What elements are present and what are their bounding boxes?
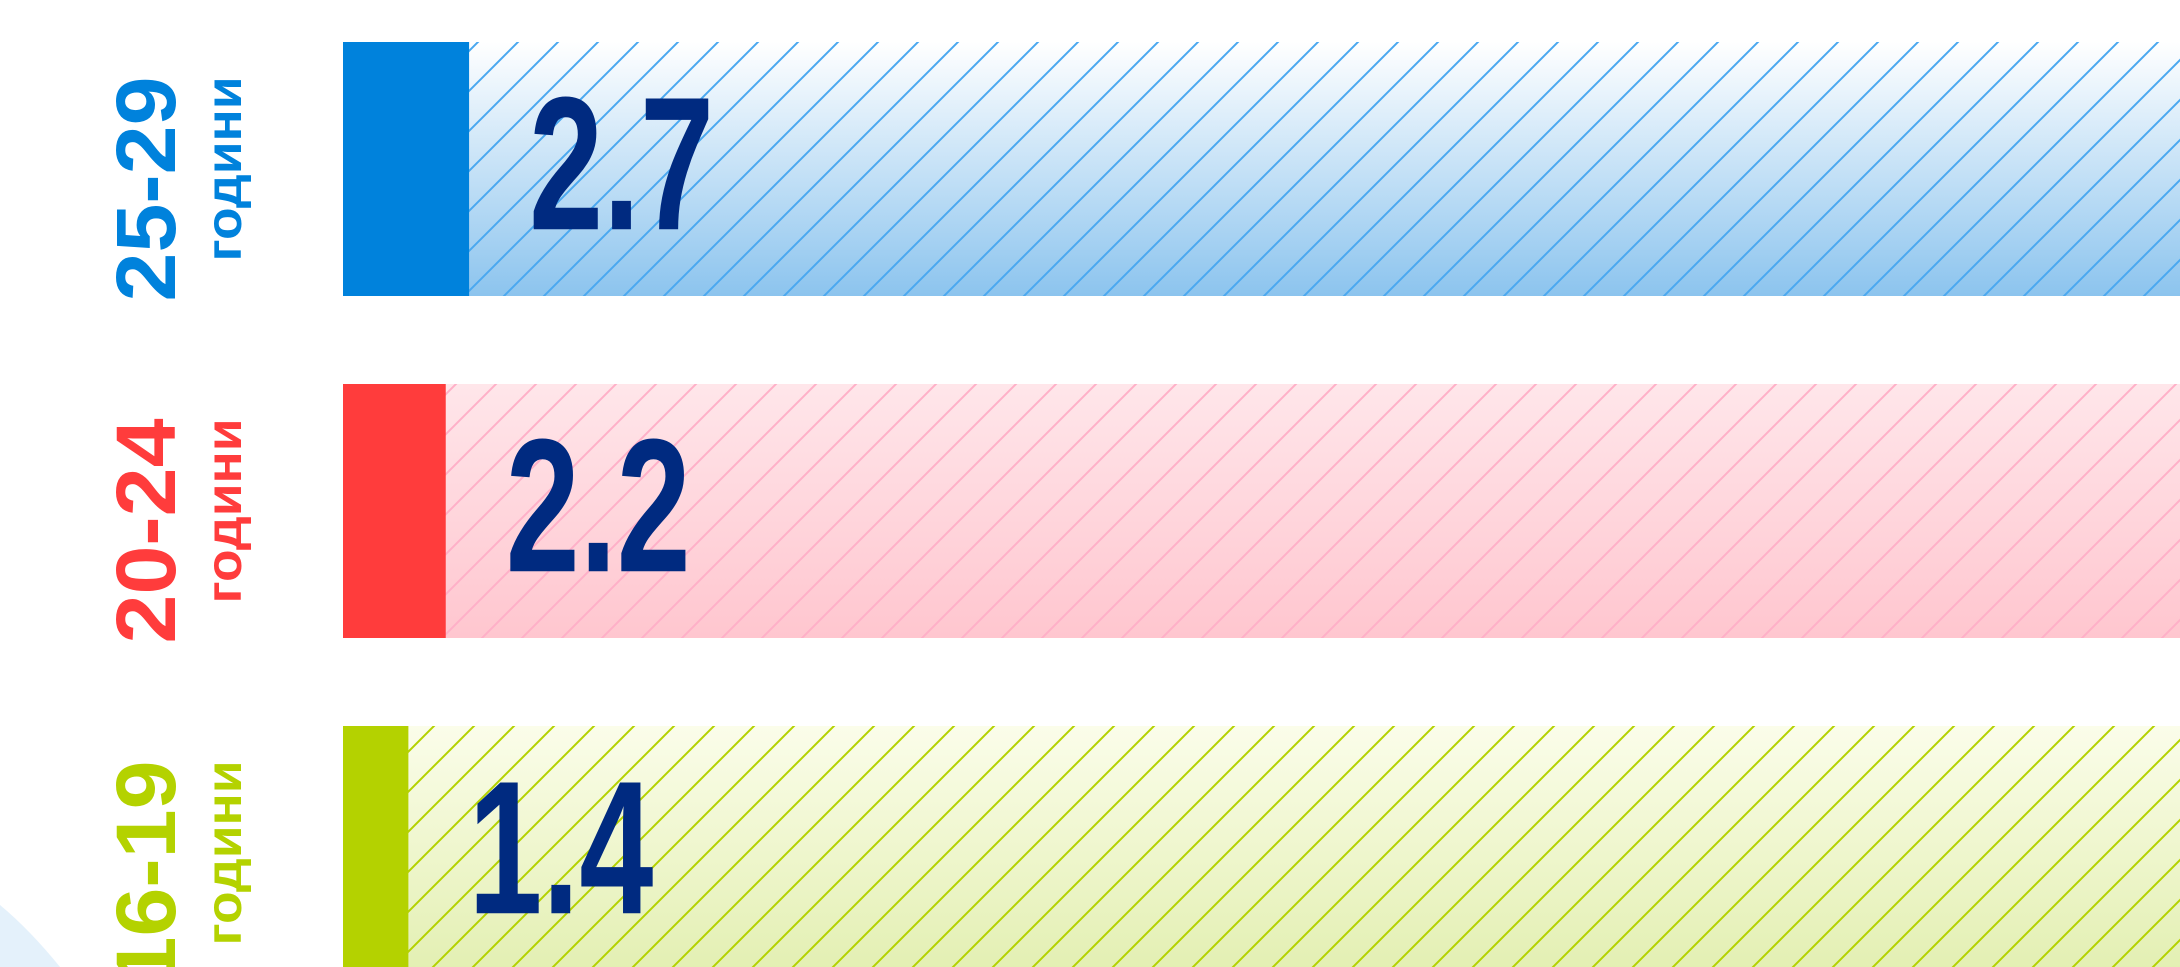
category-label: 16-19 <box>99 761 193 967</box>
category-label: 25-29 <box>99 77 193 302</box>
category-unit: години <box>196 76 252 261</box>
value-label: 1.4 <box>468 742 653 954</box>
category-label: 20-24 <box>99 418 193 643</box>
decoration <box>0 905 60 967</box>
category-unit: години <box>196 419 252 604</box>
value-label: 2.7 <box>529 58 714 270</box>
bar <box>343 726 409 967</box>
bar-hatch <box>343 42 2180 296</box>
bar <box>343 384 446 638</box>
bar-hatch <box>343 384 2180 638</box>
bar <box>343 42 470 296</box>
value-label: 2.2 <box>506 400 691 612</box>
category-unit: години <box>196 761 252 946</box>
bar-hatch <box>343 726 2180 967</box>
